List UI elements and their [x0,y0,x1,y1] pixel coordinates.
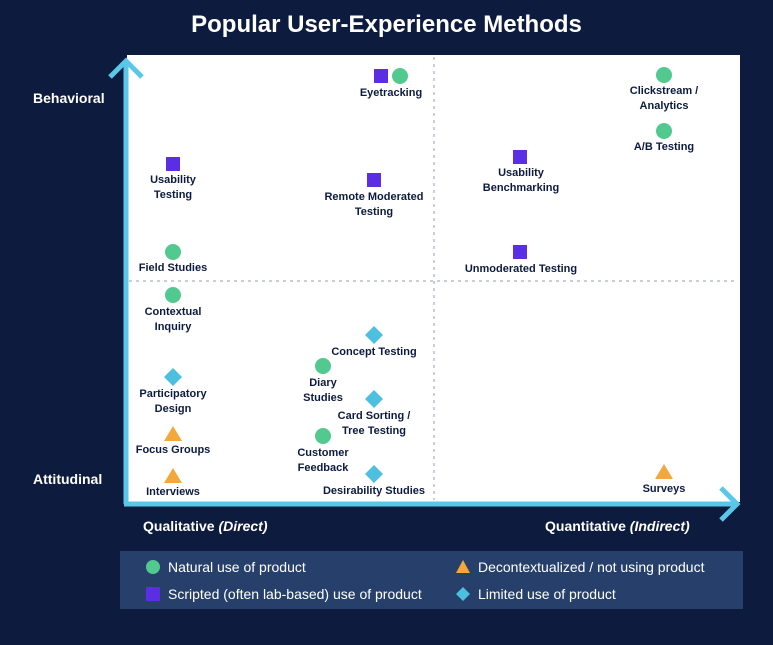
circle-icon [315,428,331,444]
circle-icon [656,67,672,83]
triangle-icon [164,426,182,441]
method-label: Field Studies [138,262,208,274]
square-icon [146,587,160,601]
y-axis-top-label: Behavioral [33,90,105,106]
x-axis-right-label: Quantitative (Indirect) [545,518,690,534]
method-label: Concept Testing [331,346,417,358]
x-axis-right-sub: (Indirect) [629,518,690,534]
method-label: Surveys [642,483,686,495]
method-label: Interviews [146,486,200,498]
y-axis-bottom-label: Attitudinal [33,471,103,487]
method-label: Participatory Design [139,388,207,415]
legend-item-natural: Natural use of product [146,559,306,575]
x-axis-left-sub: (Direct) [218,518,268,534]
method-label: Card Sorting / Tree Testing [337,410,411,437]
diamond-icon [365,390,383,408]
square-icon [513,245,527,259]
legend-item-limited: Limited use of product [456,586,616,602]
method-label: Customer Feedback [297,447,349,474]
legend-label: Decontextualized / not using product [478,559,705,575]
method-label: Unmoderated Testing [464,263,578,275]
legend-item-decontextualized: Decontextualized / not using product [456,559,704,575]
diamond-icon [365,326,383,344]
triangle-icon [164,468,182,483]
square-icon [367,173,381,187]
square-icon [166,157,180,171]
method-label: Usability Testing [150,174,196,201]
diamond-icon [456,587,470,601]
method-label: A/B Testing [633,141,695,153]
square-icon [374,69,388,83]
circle-icon [392,68,408,84]
legend: Natural use of product Decontextualized … [120,551,743,609]
circle-icon [165,287,181,303]
method-label: Usability Benchmarking [482,167,560,194]
x-axis-left-main: Qualitative [143,518,215,534]
method-label: Remote Moderated Testing [324,191,424,218]
circle-icon [165,244,181,260]
method-label: Clickstream / Analytics [629,85,699,112]
diamond-icon [164,368,182,386]
method-label: Desirability Studies [322,485,426,497]
diamond-icon [365,465,383,483]
legend-label: Limited use of product [478,586,616,602]
y-axis-arrowhead [108,57,144,79]
x-axis-arrowhead [719,486,741,522]
method-label: Contextual Inquiry [144,306,202,333]
circle-icon [656,123,672,139]
legend-label: Natural use of product [168,559,306,575]
method-label: Eyetracking [359,87,423,99]
circle-icon [146,560,160,574]
x-axis-left-label: Qualitative (Direct) [143,518,268,534]
diagram-title: Popular User-Experience Methods [191,11,582,38]
x-axis-right-main: Quantitative [545,518,626,534]
method-label: Diary Studies [303,377,343,404]
triangle-icon [655,464,673,479]
square-icon [513,150,527,164]
legend-item-scripted: Scripted (often lab-based) use of produc… [146,586,422,602]
circle-icon [315,358,331,374]
method-label: Focus Groups [135,444,211,456]
triangle-icon [456,560,470,573]
legend-label: Scripted (often lab-based) use of produc… [168,586,422,602]
